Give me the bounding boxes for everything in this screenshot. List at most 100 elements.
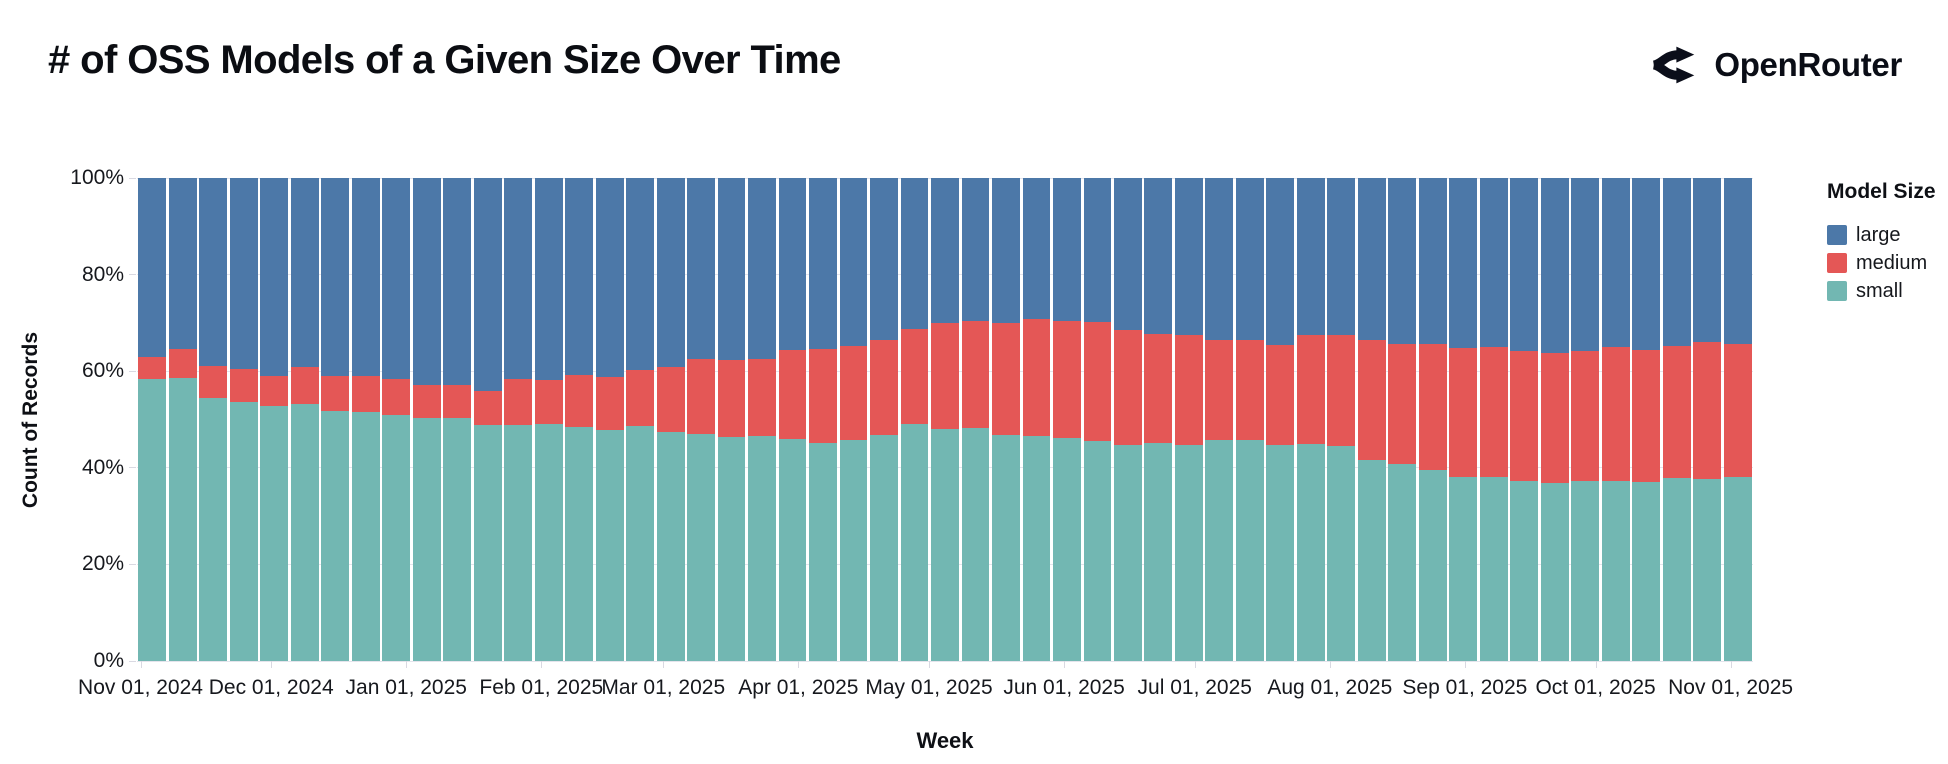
week-bar[interactable] xyxy=(900,178,929,661)
week-bar[interactable] xyxy=(1540,178,1569,661)
bar-segment-small xyxy=(1053,438,1081,661)
week-bar[interactable] xyxy=(382,178,411,661)
bar-segment-medium xyxy=(870,340,898,436)
week-bar[interactable] xyxy=(931,178,959,661)
legend-swatch-medium xyxy=(1827,253,1847,273)
week-bar[interactable] xyxy=(1510,178,1539,661)
week-bar[interactable] xyxy=(1571,178,1600,661)
bar-segment-medium xyxy=(748,359,776,436)
x-tick-mark xyxy=(1194,661,1196,668)
week-bar[interactable] xyxy=(168,178,197,661)
week-bar[interactable] xyxy=(1601,178,1630,661)
week-bar[interactable] xyxy=(992,178,1020,661)
bar-segment-medium xyxy=(1205,340,1234,440)
x-tick-label: Oct 01, 2025 xyxy=(1535,676,1656,699)
bar-segment-medium xyxy=(1235,339,1264,441)
bar-segment-medium xyxy=(717,360,746,437)
page-title: # of OSS Models of a Given Size Over Tim… xyxy=(48,38,841,82)
bar-segment-medium xyxy=(473,391,502,426)
week-bar[interactable] xyxy=(1632,178,1661,661)
x-axis-title: Week xyxy=(916,728,974,753)
bar-segment-large xyxy=(1510,178,1539,351)
week-bar[interactable] xyxy=(229,178,258,661)
week-bar[interactable] xyxy=(565,178,594,661)
bar-segment-medium xyxy=(839,346,868,441)
week-bar[interactable] xyxy=(1235,178,1264,661)
y-tick-mark xyxy=(129,660,136,662)
week-bar[interactable] xyxy=(1144,178,1173,661)
bar-segment-large xyxy=(534,178,563,381)
bar-segment-medium xyxy=(565,374,594,428)
week-bar[interactable] xyxy=(1053,178,1081,661)
legend: Model Size large medium small xyxy=(1827,180,1936,305)
week-bar[interactable] xyxy=(443,178,472,661)
bar-segment-large xyxy=(1053,178,1081,321)
bar-segment-medium xyxy=(778,349,807,440)
week-bar[interactable] xyxy=(1174,178,1203,661)
legend-label: small xyxy=(1856,280,1903,302)
week-bar[interactable] xyxy=(1693,178,1722,661)
week-bar[interactable] xyxy=(1205,178,1234,661)
bar-segment-medium xyxy=(1022,318,1051,436)
week-bar[interactable] xyxy=(351,178,380,661)
week-bar[interactable] xyxy=(1662,178,1691,661)
week-bar[interactable] xyxy=(626,178,655,661)
week-bar[interactable] xyxy=(1022,178,1051,661)
bar-segment-large xyxy=(351,178,380,376)
week-bar[interactable] xyxy=(321,178,350,661)
week-bar[interactable] xyxy=(595,178,624,661)
week-bar[interactable] xyxy=(1418,178,1447,661)
week-bar[interactable] xyxy=(778,178,807,661)
week-bar[interactable] xyxy=(412,178,441,661)
bar-segment-large xyxy=(1235,178,1264,340)
x-tick-label: Apr 01, 2025 xyxy=(738,676,859,699)
week-bar[interactable] xyxy=(534,178,563,661)
week-bar[interactable] xyxy=(809,178,837,661)
week-bar[interactable] xyxy=(748,178,776,661)
week-bar[interactable] xyxy=(1479,178,1508,661)
week-bar[interactable] xyxy=(1296,178,1325,661)
week-bar[interactable] xyxy=(839,178,868,661)
week-bar[interactable] xyxy=(1083,178,1112,661)
bar-segment-small xyxy=(1296,444,1325,661)
week-bar[interactable] xyxy=(504,178,533,661)
x-tick-mark xyxy=(271,661,273,668)
week-bar[interactable] xyxy=(1266,178,1295,661)
bar-segment-large xyxy=(687,178,715,360)
bar-segment-medium xyxy=(443,384,472,419)
bar-segment-large xyxy=(1571,178,1600,352)
week-bar[interactable] xyxy=(1449,178,1478,661)
bar-segment-large xyxy=(382,178,411,380)
week-bar[interactable] xyxy=(870,178,898,661)
week-bar[interactable] xyxy=(1388,178,1417,661)
week-bar[interactable] xyxy=(656,178,685,661)
week-bar[interactable] xyxy=(290,178,319,661)
y-axis-title: Count of Records xyxy=(19,331,42,509)
bar-segment-medium xyxy=(1296,335,1325,445)
bar-segment-medium xyxy=(199,366,228,399)
bar-segment-small xyxy=(260,405,289,661)
week-bar[interactable] xyxy=(961,178,990,661)
week-bar[interactable] xyxy=(1113,178,1142,661)
y-tick-label: 20% xyxy=(81,552,124,576)
x-tick-label: Nov 01, 2025 xyxy=(1668,676,1794,699)
bar-segment-medium xyxy=(961,320,990,428)
bar-segment-small xyxy=(1083,440,1112,661)
y-tick-label: 100% xyxy=(70,166,124,189)
week-bar[interactable] xyxy=(260,178,289,661)
bar-segment-small xyxy=(534,424,563,661)
bar-segment-medium xyxy=(168,349,197,378)
week-bar[interactable] xyxy=(687,178,715,661)
bar-segment-large xyxy=(1601,178,1630,347)
openrouter-logo[interactable]: OpenRouter xyxy=(1651,44,1902,86)
bar-segment-large xyxy=(656,178,685,368)
week-bar[interactable] xyxy=(1357,178,1386,661)
week-bar[interactable] xyxy=(1723,178,1752,661)
week-bar[interactable] xyxy=(717,178,746,661)
week-bar[interactable] xyxy=(138,178,167,661)
week-bar[interactable] xyxy=(1327,178,1356,661)
y-tick-mark xyxy=(129,467,136,469)
week-bar[interactable] xyxy=(473,178,502,661)
bar-segment-small xyxy=(229,402,258,661)
week-bar[interactable] xyxy=(199,178,228,661)
